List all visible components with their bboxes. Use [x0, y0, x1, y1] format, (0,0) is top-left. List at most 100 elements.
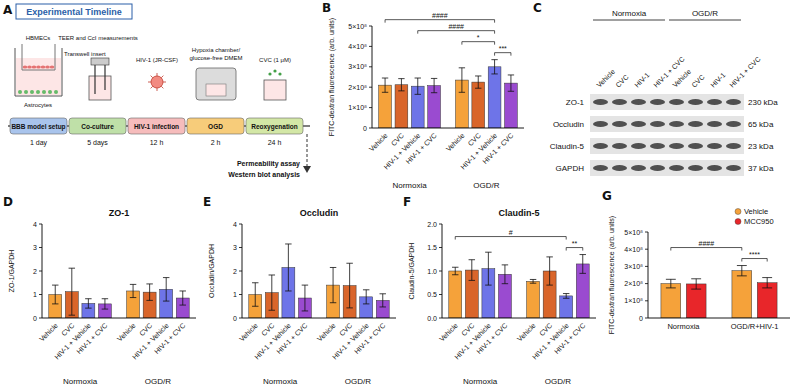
x-tick-label: Vehicle: [238, 322, 259, 343]
band: [631, 143, 646, 149]
y-tick-label: 5×10⁸: [348, 23, 367, 30]
panel-letter: G: [602, 189, 612, 203]
y-tick-label: 1: [233, 291, 237, 298]
y-tick: [369, 26, 372, 27]
measurement-label: TEER and CcI measurements: [58, 35, 138, 41]
y-tick: [369, 66, 372, 67]
size-label: 37 kDa: [748, 164, 774, 173]
well: [206, 84, 226, 96]
y-tick: [645, 283, 648, 284]
band: [669, 165, 684, 171]
y-tick: [439, 247, 442, 248]
well: [264, 80, 286, 100]
blot-strip: [590, 160, 744, 176]
error-bar: [475, 76, 481, 88]
error-bar: [69, 268, 75, 315]
step-label: HIV-1 infection: [134, 123, 179, 130]
error-bar: [452, 267, 458, 275]
x-tick-label: HIV-1 + CVC: [404, 132, 437, 165]
panel-letter: D: [3, 195, 13, 209]
medium: [16, 58, 61, 95]
y-tick: [239, 318, 242, 319]
hbmec-cell: [23, 65, 28, 68]
legend-label: MCC950: [744, 217, 774, 226]
error-bar: [398, 79, 404, 91]
bracket: [671, 248, 742, 251]
significance-label: ####: [448, 23, 464, 30]
significance-label: ####: [699, 240, 715, 247]
hbmec-cell: [27, 65, 32, 68]
insert: [22, 44, 55, 70]
error-bar: [269, 275, 275, 310]
output-arrow: [307, 134, 308, 168]
x-tick-label: Vehicle: [316, 322, 337, 343]
band: [593, 121, 608, 127]
bracket: [418, 31, 495, 34]
y-tick: [239, 224, 242, 225]
x-tick-label: Vehicle: [116, 322, 137, 343]
virus-spike: [157, 88, 158, 91]
astrocyte-cell: [18, 90, 22, 94]
band: [707, 165, 722, 171]
error-bar: [469, 260, 475, 281]
band: [593, 143, 608, 149]
x-axis: [42, 318, 196, 319]
panel-letter: E: [203, 195, 211, 209]
step-box: [246, 118, 303, 134]
y-tick: [369, 107, 372, 108]
y-axis: [372, 26, 373, 128]
y-tick: [239, 294, 242, 295]
group-label: Normoxia: [392, 181, 427, 190]
error-bar: [52, 285, 58, 304]
x-tick-label: HIV-1 + CVC: [481, 132, 514, 165]
timeline-title: Experimental Timeline: [26, 7, 121, 17]
plot-area: [249, 244, 389, 318]
band: [612, 99, 627, 105]
hbmec-cell: [32, 65, 37, 68]
legend-swatch: [735, 219, 741, 225]
x-tick-label: HIV-1 + CVC: [553, 322, 586, 355]
group-line: [669, 20, 741, 21]
y-tick-label: 1.5: [427, 244, 437, 251]
lane-label: Vehicle: [595, 68, 616, 89]
error-bar: [666, 279, 676, 288]
x-tick-label: HIV-1 + CVC: [75, 322, 108, 355]
band: [631, 121, 646, 127]
virus-label: HIV-1 (JR-CSF): [136, 57, 178, 63]
significance-label: #: [509, 229, 513, 236]
y-tick-label: 4: [33, 221, 37, 228]
bar: [472, 82, 485, 128]
output-label: Permeability assay: [237, 160, 300, 168]
cell-label: HBMECs: [26, 35, 51, 41]
y-tick: [39, 271, 42, 272]
error-bar: [415, 78, 421, 94]
error-bar: [163, 278, 169, 302]
y-tick-label: 0: [363, 125, 367, 132]
band: [688, 143, 703, 149]
step-label: OGD: [208, 123, 223, 130]
x-tick-label: HIV-1 + CVC: [153, 322, 186, 355]
y-tick: [369, 128, 372, 129]
y-tick: [39, 224, 42, 225]
protein-label: Claudin-5: [550, 142, 585, 151]
error-bar: [346, 263, 352, 308]
y-tick-label: 5×10⁸: [624, 229, 643, 236]
legend-swatch: [735, 209, 741, 215]
band: [688, 121, 703, 127]
lane-label: HIV-1: [633, 71, 650, 88]
figure: AExperimental TimelineBBB model setup1 d…: [0, 0, 796, 391]
error-bar: [737, 266, 747, 276]
lane-label: CVC: [690, 73, 705, 88]
band: [669, 121, 684, 127]
error-bar: [580, 255, 586, 274]
error-bar: [146, 284, 152, 300]
error-bar: [302, 285, 308, 311]
title-box: [16, 4, 132, 19]
x-axis: [648, 318, 790, 319]
error-bar: [530, 279, 536, 283]
x-axis: [242, 318, 396, 319]
x-tick-label: Vehicle: [445, 132, 466, 153]
error-bar: [285, 244, 291, 291]
significance-label: ***: [499, 45, 507, 52]
y-tick-label: 4: [233, 221, 237, 228]
